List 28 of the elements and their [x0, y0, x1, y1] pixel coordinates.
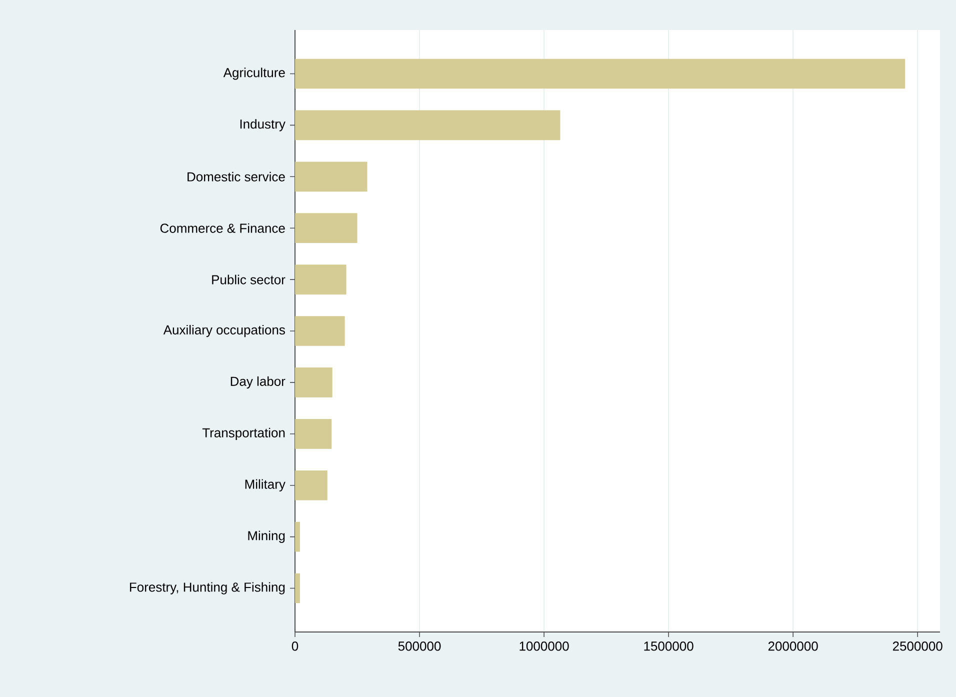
y-tick-label: Day labor	[230, 376, 286, 389]
bar	[295, 110, 560, 140]
x-tick-label: 2000000	[768, 642, 818, 651]
x-tick-label: 500000	[398, 642, 441, 651]
y-tick-label: Military	[245, 479, 286, 492]
y-tick-label: Auxiliary occupations	[163, 324, 285, 338]
bar	[295, 264, 346, 294]
y-tick-label: Forestry, Hunting & Fishing	[130, 582, 285, 594]
bar	[295, 162, 368, 192]
bar	[295, 470, 328, 500]
x-tick-label: 1500000	[644, 642, 694, 651]
y-tick-label: Domestic service	[188, 172, 285, 182]
x-tick-label: 2500000	[892, 642, 942, 651]
y-tick-label: Industry	[240, 119, 286, 132]
bar	[295, 213, 358, 244]
y-tick-label: Agriculture	[223, 68, 285, 80]
x-tick-label: 0	[292, 642, 298, 651]
y-tick-label: Commerce & Finance	[160, 223, 285, 233]
bar	[295, 418, 332, 449]
bar	[295, 522, 300, 552]
y-tick-label: Mining	[248, 530, 285, 543]
y-tick-label: Transportation	[202, 428, 285, 440]
y-tick-label: Public sector	[212, 274, 286, 284]
bar	[295, 573, 300, 604]
x-tick-label: 1000000	[520, 642, 569, 651]
bar	[295, 368, 332, 398]
bar	[295, 58, 906, 89]
bar	[295, 316, 345, 346]
